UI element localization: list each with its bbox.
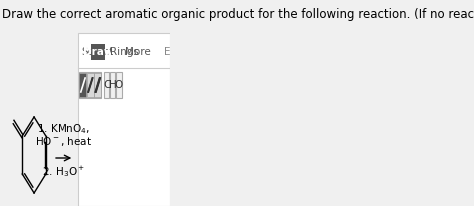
Bar — [79, 73, 86, 97]
Bar — [78, 33, 170, 206]
Text: Draw: Draw — [83, 47, 114, 57]
Text: E: E — [164, 47, 171, 57]
Bar — [87, 73, 94, 97]
Text: C: C — [103, 80, 110, 90]
Text: HO$^-$, heat: HO$^-$, heat — [35, 135, 92, 148]
Text: 1. KMnO$_4$,: 1. KMnO$_4$, — [37, 122, 90, 136]
Text: 2. H$_3$O$^+$: 2. H$_3$O$^+$ — [42, 164, 85, 179]
Bar — [79, 72, 101, 98]
Text: O: O — [115, 80, 123, 90]
Bar — [94, 73, 101, 97]
Bar — [110, 72, 116, 98]
Text: H: H — [109, 80, 117, 90]
Text: Select: Select — [82, 47, 114, 57]
Bar — [91, 44, 105, 60]
Text: Rings: Rings — [110, 47, 139, 57]
Bar — [116, 72, 121, 98]
Text: Draw the correct aromatic organic product for the following reaction. (If no rea: Draw the correct aromatic organic produc… — [2, 8, 474, 21]
Text: More: More — [125, 47, 151, 57]
Bar — [104, 72, 109, 98]
